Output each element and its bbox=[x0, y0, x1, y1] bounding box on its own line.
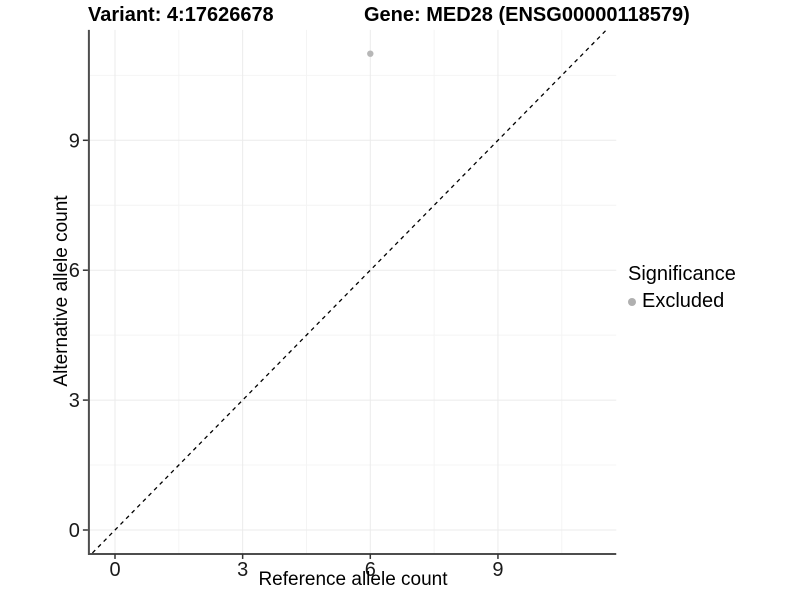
x-tick-label: 0 bbox=[109, 559, 120, 581]
y-tick-label: 3 bbox=[69, 390, 80, 412]
axis-lines bbox=[87, 29, 617, 555]
x-tick-label: 3 bbox=[237, 559, 248, 581]
identity-line bbox=[91, 29, 607, 554]
legend-entry-label: Excluded bbox=[642, 290, 725, 312]
legend-entry-excluded: Excluded bbox=[628, 290, 736, 313]
legend: Significance Excluded bbox=[628, 263, 736, 313]
x-tick-label: 6 bbox=[365, 559, 376, 581]
legend-title: Significance bbox=[628, 263, 736, 285]
y-tick-label: 0 bbox=[69, 520, 80, 542]
y-axis-title: Alternative allele count bbox=[51, 195, 72, 387]
y-tick-label: 6 bbox=[69, 260, 80, 282]
x-tick-label: 9 bbox=[492, 559, 503, 581]
plot-title-variant: Variant: 4:17626678 bbox=[88, 4, 274, 26]
y-tick-label: 9 bbox=[69, 130, 80, 152]
x-axis-title: Reference allele count bbox=[258, 569, 448, 590]
data-point bbox=[367, 50, 374, 57]
plot-title-gene: Gene: MED28 (ENSG00000118579) bbox=[364, 4, 690, 26]
excluded-point-icon bbox=[628, 297, 636, 306]
